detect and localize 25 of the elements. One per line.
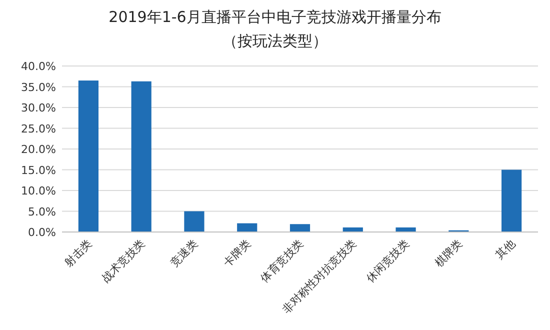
x-tick-label: 棋牌类 [432, 236, 465, 270]
bar [78, 80, 98, 232]
bar [237, 223, 258, 232]
y-tick-label: 0.0% [28, 226, 56, 239]
chart-title: 2019年1-6月直播平台中电子竞技游戏开播量分布 [108, 8, 442, 26]
y-tick-label: 15.0% [21, 164, 56, 177]
x-tick-label: 战术竞技类 [99, 236, 148, 286]
bar [502, 170, 522, 232]
x-tick-label: 卡牌类 [220, 236, 254, 270]
bar [184, 211, 204, 232]
chart-subtitle: （按玩法类型） [222, 32, 328, 50]
y-tick-label: 5.0% [28, 205, 56, 218]
x-tick-label: 其他 [492, 236, 518, 262]
y-tick-label: 20.0% [21, 143, 56, 156]
y-tick-label: 35.0% [21, 80, 56, 94]
y-tick-label: 30.0% [21, 102, 56, 114]
bar [290, 224, 310, 232]
x-tick-label: 休闲竞技类 [364, 236, 412, 286]
bar [131, 81, 152, 232]
x-tick-label: 体育竞技类 [258, 236, 306, 286]
x-tick-label: 竞速类 [168, 236, 200, 270]
y-tick-label: 25.0% [21, 122, 56, 136]
x-tick-label: 射击类 [62, 236, 95, 270]
y-tick-label: 40.0% [21, 60, 56, 73]
y-tick-label: 10.0% [21, 184, 56, 198]
